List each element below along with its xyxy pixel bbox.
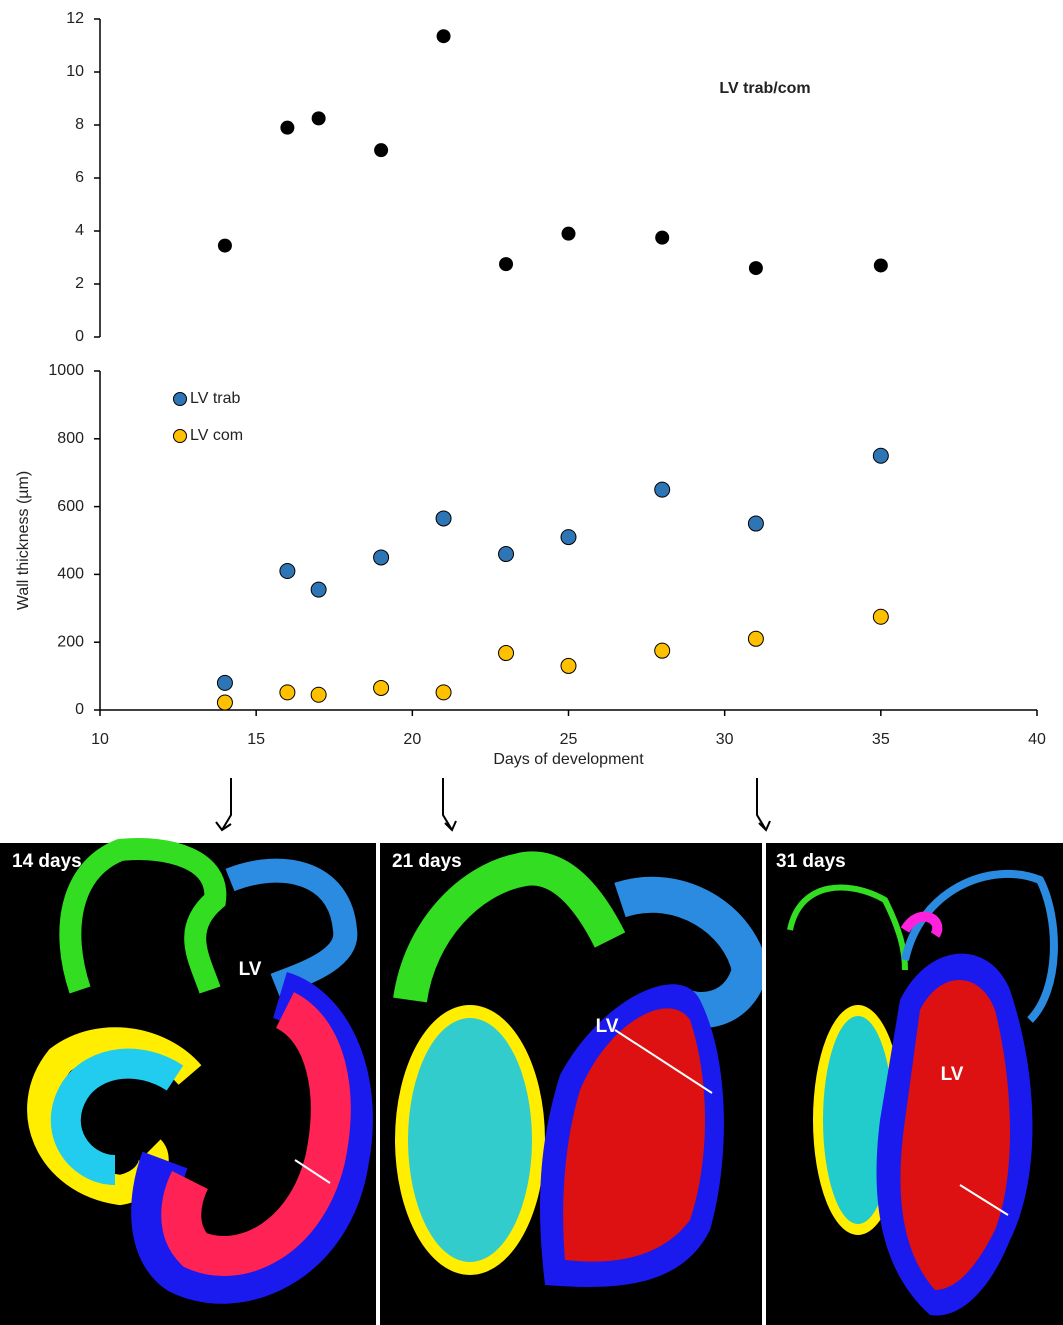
point xyxy=(216,694,233,711)
atrium xyxy=(59,838,227,994)
point xyxy=(310,581,327,598)
point xyxy=(498,546,515,563)
point xyxy=(873,258,888,273)
y-tick-label: 200 xyxy=(57,633,84,650)
point xyxy=(654,481,671,498)
divider xyxy=(762,843,766,1325)
x-tick-label: 30 xyxy=(716,731,734,748)
point xyxy=(654,642,671,659)
y-tick-label: 1000 xyxy=(48,362,84,379)
point xyxy=(499,257,514,272)
panel-label: 14 days xyxy=(12,851,82,872)
point xyxy=(435,510,452,527)
y-tick-label: 600 xyxy=(57,498,84,515)
arrows xyxy=(215,778,771,832)
y-tick-label: 12 xyxy=(66,10,84,27)
point xyxy=(747,515,764,532)
atrium xyxy=(393,851,626,1003)
point xyxy=(373,549,390,566)
annotation: LV trab/com xyxy=(719,80,810,97)
y-tick-label: 4 xyxy=(75,222,84,239)
atrium xyxy=(901,869,1058,1023)
point xyxy=(217,238,232,253)
legend-label: LV com xyxy=(190,427,243,444)
point xyxy=(280,120,295,135)
y-tick-label: 400 xyxy=(57,566,84,583)
point xyxy=(279,684,296,701)
point xyxy=(872,447,889,464)
point xyxy=(311,111,326,126)
region-label: LV xyxy=(239,959,262,980)
point xyxy=(498,645,515,662)
panel-label: 31 days xyxy=(776,851,846,872)
y-tick-label: 8 xyxy=(75,116,84,133)
panel-3 xyxy=(766,843,1063,1325)
point xyxy=(748,261,763,276)
y-tick-label: 0 xyxy=(75,328,84,345)
measure-line xyxy=(959,1184,1009,1216)
point xyxy=(436,29,451,44)
lv-trab xyxy=(900,980,1010,1290)
y-tick-label: 0 xyxy=(75,701,84,718)
panel-2 xyxy=(380,843,769,1325)
point xyxy=(655,230,670,245)
x-tick-label: 20 xyxy=(403,731,421,748)
arrow xyxy=(221,778,232,831)
x-tick-label: 15 xyxy=(247,731,265,748)
x-tick-label: 35 xyxy=(872,731,890,748)
legend-marker xyxy=(173,392,187,406)
point xyxy=(747,630,764,647)
y-tick-label: 800 xyxy=(57,430,84,447)
divider xyxy=(376,843,380,1325)
lv-trab xyxy=(563,1008,705,1262)
y-axis-label: Wall thickness (µm) xyxy=(15,471,32,610)
arrow xyxy=(756,778,767,831)
point xyxy=(435,684,452,701)
point xyxy=(373,679,390,696)
y-tick-label: 2 xyxy=(75,275,84,292)
panel-label: 21 days xyxy=(392,851,462,872)
point xyxy=(310,686,327,703)
rv-trab xyxy=(823,1016,893,1224)
point xyxy=(216,674,233,691)
x-axis-label: Days of development xyxy=(493,751,644,768)
y-tick-label: 10 xyxy=(66,63,84,80)
region-label: LV xyxy=(596,1016,619,1037)
aorta xyxy=(900,911,943,938)
rv-trab xyxy=(408,1018,532,1262)
arrow-head xyxy=(758,820,771,832)
point xyxy=(872,608,889,625)
panel-1 xyxy=(0,838,376,1325)
legend-label: LV trab xyxy=(190,390,241,407)
point xyxy=(560,529,577,546)
atrium xyxy=(787,884,908,971)
measure-line xyxy=(294,1159,331,1184)
x-tick-label: 25 xyxy=(560,731,578,748)
point xyxy=(560,657,577,674)
region-label: LV xyxy=(941,1064,964,1085)
x-tick-label: 10 xyxy=(91,731,109,748)
point xyxy=(561,226,576,241)
rv-trab xyxy=(50,1048,184,1185)
arrow xyxy=(442,778,453,831)
arrow-head xyxy=(215,821,232,832)
atrium xyxy=(225,858,358,997)
arrow-head xyxy=(444,820,457,832)
legend-marker xyxy=(173,429,187,443)
point xyxy=(279,563,296,580)
lv-trab xyxy=(161,992,351,1276)
measure-line xyxy=(614,1029,713,1094)
x-tick-label: 40 xyxy=(1028,731,1046,748)
point xyxy=(374,143,389,158)
y-tick-label: 6 xyxy=(75,169,84,186)
